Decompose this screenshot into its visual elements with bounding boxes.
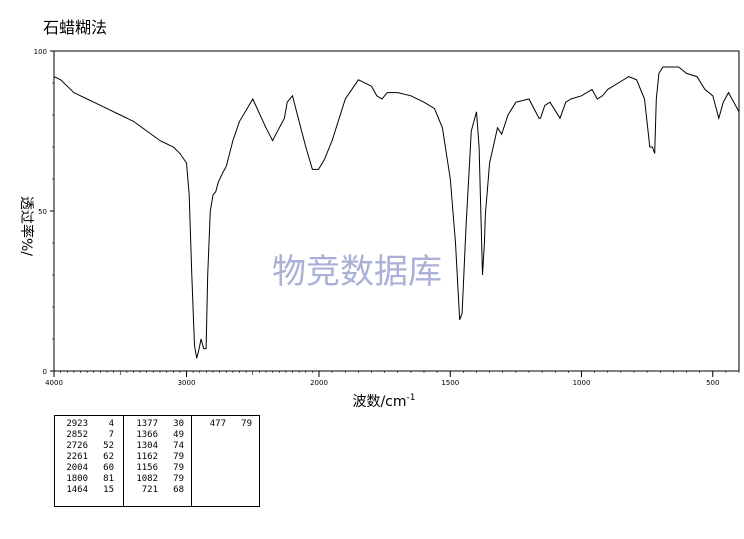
peak-transmittance: 79 [173, 452, 184, 462]
peak-transmittance: 79 [173, 474, 184, 484]
peak-table-row: 2726 52 [58, 441, 114, 452]
peak-table-row: 1082 79 [124, 474, 184, 485]
peak-table: 2923 4 2852 7 2726 52 2261 62 2004 60 1800 81 1464 15… [54, 415, 260, 507]
watermark: 物竞数据库 [272, 252, 442, 292]
peak-wavenumber: 721 [141, 485, 158, 495]
peak-table-row: 1304 74 [124, 441, 184, 452]
peak-wavenumber: 1366 [136, 430, 158, 440]
y-tick-label: 50 [38, 208, 47, 216]
peak-transmittance: 52 [103, 441, 114, 451]
peak-wavenumber: 2923 [66, 419, 88, 429]
y-axis-ticks: 0 50 100 [34, 48, 54, 376]
y-tick-label: 0 [43, 368, 47, 376]
peak-table-row: 1366 49 [124, 430, 184, 441]
plot-frame [53, 50, 740, 372]
peak-transmittance: 49 [173, 430, 184, 440]
peak-transmittance: 81 [103, 474, 114, 484]
peak-transmittance: 68 [173, 485, 184, 495]
peak-wavenumber: 2261 [66, 452, 88, 462]
peak-wavenumber: 1156 [136, 463, 158, 473]
spectrum-series-line [53, 66, 740, 359]
peak-table-row: 477 79 [192, 419, 252, 430]
peak-table-column: 1377 30 1366 49 1304 74 1162 79 1156 79 1082 79 721 6… [123, 416, 184, 506]
peak-table-row: 2261 62 [58, 452, 114, 463]
peak-table-row: 1156 79 [124, 463, 184, 474]
peak-wavenumber: 1464 [66, 485, 88, 495]
x-tick-label: 500 [706, 379, 719, 387]
peak-wavenumber: 2852 [66, 430, 88, 440]
peak-wavenumber: 2004 [66, 463, 88, 473]
peak-wavenumber: 1800 [66, 474, 88, 484]
peak-table-row: 1377 30 [124, 419, 184, 430]
peak-wavenumber: 2726 [66, 441, 88, 451]
x-axis-ticks: 4000 3000 2000 1500 1000 500 [45, 371, 719, 387]
peak-wavenumber: 1377 [136, 419, 158, 429]
peak-table-row: 1162 79 [124, 452, 184, 463]
peak-wavenumber: 1304 [136, 441, 158, 451]
x-axis-label-exponent: -1 [407, 393, 416, 403]
peak-transmittance: 4 [108, 419, 114, 429]
peak-transmittance: 62 [103, 452, 114, 462]
peak-wavenumber: 477 [209, 419, 226, 429]
peak-table-row: 2004 60 [58, 463, 114, 474]
peak-table-row: 2923 4 [58, 419, 114, 430]
x-tick-label: 4000 [45, 379, 63, 387]
ir-spectrum-chart: 4000 3000 2000 1500 1000 500 0 50 100 物竞数据库 波数/… [18, 48, 740, 410]
peak-wavenumber: 1082 [136, 474, 158, 484]
peak-table-column: 477 79 [191, 416, 252, 506]
x-axis-label-main: 波数/cm [352, 394, 406, 410]
peak-table-row: 721 68 [124, 485, 184, 496]
peak-table-column: 2923 4 2852 7 2726 52 2261 62 2004 60 1800 81 1464 15 [58, 419, 114, 496]
peak-table-row: 1800 81 [58, 474, 114, 485]
peak-table-row: 1464 15 [58, 485, 114, 496]
peak-transmittance: 15 [103, 485, 114, 495]
x-axis-label: 波数/cm-1 [352, 393, 415, 410]
x-tick-label: 3000 [178, 379, 196, 387]
peak-table-row: 2852 7 [58, 430, 114, 441]
x-tick-label: 1000 [573, 379, 591, 387]
x-minor-ticks [53, 371, 740, 375]
peak-transmittance: 60 [103, 463, 114, 473]
y-axis-label: 透过率%/ [18, 196, 35, 256]
x-tick-label: 2000 [310, 379, 328, 387]
peak-transmittance: 74 [173, 441, 184, 451]
peak-transmittance: 79 [241, 419, 252, 429]
page-title: 石蜡糊法 [43, 18, 108, 37]
peak-transmittance: 7 [108, 430, 114, 440]
x-tick-label: 1500 [441, 379, 459, 387]
y-tick-label: 100 [34, 48, 47, 56]
peak-wavenumber: 1162 [136, 452, 158, 462]
peak-transmittance: 79 [173, 463, 184, 473]
peak-transmittance: 30 [173, 419, 184, 429]
